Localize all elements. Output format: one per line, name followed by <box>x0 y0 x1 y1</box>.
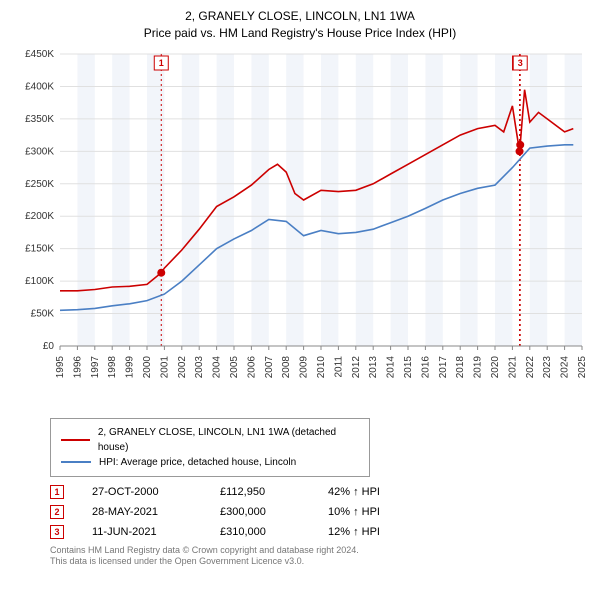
year-band <box>217 54 234 346</box>
x-tick-label: 2018 <box>455 355 466 378</box>
legend: 2, GRANELY CLOSE, LINCOLN, LN1 1WA (deta… <box>50 418 370 477</box>
transaction-date: 28-MAY-2021 <box>92 506 192 518</box>
chart-title: 2, GRANELY CLOSE, LINCOLN, LN1 1WA <box>12 8 588 25</box>
legend-item: HPI: Average price, detached house, Linc… <box>61 455 359 470</box>
y-tick-label: £300K <box>25 146 54 157</box>
x-tick-label: 2009 <box>299 355 310 378</box>
transaction-hpi: 42% ↑ HPI <box>328 486 428 498</box>
x-tick-label: 2004 <box>212 355 223 378</box>
x-tick-label: 2001 <box>159 355 170 378</box>
year-band <box>425 54 442 346</box>
transaction-date: 27-OCT-2000 <box>92 486 192 498</box>
chart-subtitle: Price paid vs. HM Land Registry's House … <box>12 25 588 42</box>
transaction-price: £300,000 <box>220 506 300 518</box>
transaction-price: £310,000 <box>220 526 300 538</box>
marker-number: 3 <box>518 58 523 68</box>
x-tick-label: 2024 <box>560 355 571 378</box>
y-tick-label: £50K <box>31 308 55 319</box>
x-tick-label: 2022 <box>525 355 536 378</box>
titles: 2, GRANELY CLOSE, LINCOLN, LN1 1WA Price… <box>12 8 588 42</box>
chart: £0 £50K £100K £150K £200K £250K £300K £350K £400… <box>12 48 588 408</box>
x-tick-label: 1995 <box>55 355 66 378</box>
transaction-table: 1 27-OCT-2000 £112,950 42% ↑ HPI 2 28-MAY-202… <box>50 485 588 539</box>
year-band <box>495 54 512 346</box>
x-tick-label: 2005 <box>229 355 240 378</box>
x-tick-label: 1996 <box>72 355 83 378</box>
year-band <box>356 54 373 346</box>
x-tick-label: 2008 <box>281 355 292 378</box>
y-tick-label: £200K <box>25 211 54 222</box>
x-tick-label: 2007 <box>264 355 275 378</box>
y-tick-label: £350K <box>25 113 54 124</box>
year-band <box>286 54 303 346</box>
legend-label: 2, GRANELY CLOSE, LINCOLN, LN1 1WA (deta… <box>98 425 359 455</box>
x-tick-label: 2017 <box>438 355 449 378</box>
x-tick-label: 2025 <box>577 355 588 378</box>
x-tick-label: 1997 <box>90 355 101 378</box>
legend-label: HPI: Average price, detached house, Linc… <box>99 455 296 470</box>
transaction-hpi: 10% ↑ HPI <box>328 506 428 518</box>
legend-swatch <box>61 439 90 441</box>
year-band <box>251 54 268 346</box>
transaction-marker: 3 <box>50 525 64 539</box>
year-band <box>147 54 164 346</box>
year-band <box>112 54 129 346</box>
x-tick-label: 2006 <box>246 355 257 378</box>
chart-svg: £0 £50K £100K £150K £200K £250K £300K £350K £400… <box>12 48 588 408</box>
y-tick-label: £150K <box>25 243 54 254</box>
x-tick-label: 2011 <box>333 355 344 377</box>
transaction-marker: 2 <box>50 505 64 519</box>
year-band <box>77 54 94 346</box>
x-tick-label: 2003 <box>194 355 205 378</box>
x-tick-label: 1999 <box>125 355 136 378</box>
legend-swatch <box>61 461 91 463</box>
year-band <box>182 54 199 346</box>
transaction-marker: 1 <box>50 485 64 499</box>
y-tick-label: £250K <box>25 178 54 189</box>
year-band <box>391 54 408 346</box>
legend-item: 2, GRANELY CLOSE, LINCOLN, LN1 1WA (deta… <box>61 425 359 455</box>
y-tick-label: £450K <box>25 49 54 60</box>
year-band <box>530 54 547 346</box>
x-tick-label: 2015 <box>403 355 414 378</box>
y-tick-label: £100K <box>25 276 54 287</box>
x-tick-label: 1998 <box>107 355 118 378</box>
footer-line-2: This data is licensed under the Open Gov… <box>50 556 588 568</box>
x-tick-label: 2000 <box>142 355 153 378</box>
x-tick-label: 2021 <box>507 355 518 378</box>
x-tick-label: 2019 <box>473 355 484 378</box>
year-band <box>460 54 477 346</box>
y-tick-label: £0 <box>43 341 55 352</box>
y-tick-label: £400K <box>25 81 54 92</box>
footer-line-1: Contains HM Land Registry data © Crown c… <box>50 545 588 557</box>
x-tick-label: 2020 <box>490 355 501 378</box>
x-tick-label: 2013 <box>368 355 379 378</box>
year-band <box>321 54 338 346</box>
transaction-row: 3 11-JUN-2021 £310,000 12% ↑ HPI <box>50 525 588 539</box>
transaction-hpi: 12% ↑ HPI <box>328 526 428 538</box>
chart-container: 2, GRANELY CLOSE, LINCOLN, LN1 1WA Price… <box>0 0 600 568</box>
footer: Contains HM Land Registry data © Crown c… <box>50 545 588 568</box>
transaction-row: 1 27-OCT-2000 £112,950 42% ↑ HPI <box>50 485 588 499</box>
x-tick-label: 2010 <box>316 355 327 378</box>
marker-number: 1 <box>159 58 164 68</box>
transaction-row: 2 28-MAY-2021 £300,000 10% ↑ HPI <box>50 505 588 519</box>
transaction-price: £112,950 <box>220 486 300 498</box>
x-tick-label: 2016 <box>420 355 431 378</box>
x-tick-label: 2002 <box>177 355 188 378</box>
x-tick-label: 2023 <box>542 355 553 378</box>
x-tick-label: 2012 <box>351 355 362 378</box>
transaction-date: 11-JUN-2021 <box>92 526 192 538</box>
year-band <box>565 54 582 346</box>
x-tick-label: 2014 <box>386 355 397 378</box>
